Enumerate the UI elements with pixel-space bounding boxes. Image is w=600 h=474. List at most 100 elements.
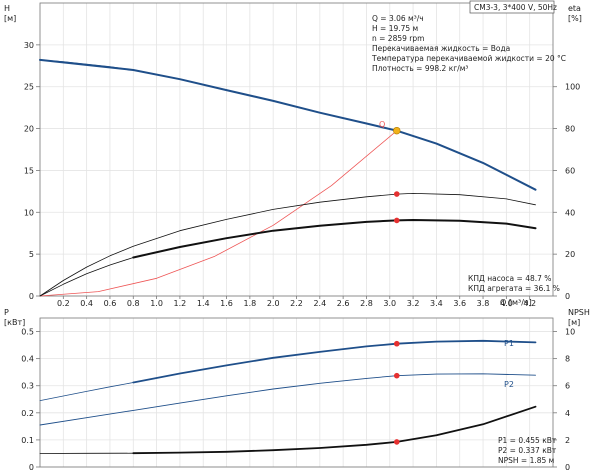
top-y-tick-label: 30 [24,41,34,50]
duty-point-marker [393,126,401,135]
top-y2-tick-label: 100 [565,83,580,92]
x-tick-label: 3.2 [407,299,420,308]
bot-y-tick-label: 0.3 [21,382,34,391]
top-series-line-5 [39,192,536,297]
x-tick-label: 2.0 [267,299,280,308]
x-tick-label: 3.6 [453,299,466,308]
x-tick-label: 2.8 [360,299,373,308]
bot-marker-1 [393,372,400,379]
p1-series-label: P1 [504,339,514,348]
bottom-panel-markers [393,340,400,445]
top-y-axis-label-unit: [м] [4,14,16,23]
bot-y-tick-label: 0 [29,463,34,472]
info-line-density: Плотность = 998.2 кг/м³ [372,64,468,73]
bot-series-line-2 [39,373,536,426]
duty-point-label: Q [379,120,385,129]
bot-y-tick-label: 0.4 [21,355,34,364]
bot-y2-tick-label: 4 [565,409,570,418]
bottom-y2-axis-label-symbol: NPSH [568,308,590,317]
info-line-speed: n = 2859 rpm [372,34,424,43]
top-panel-markers [393,126,401,224]
top-panel-axes: 0 5 10 15 20 25 30 0 20 40 60 80 100 0.2 0.4 0.6 0.8 1.0 1… [24,41,580,308]
info-line-head: H = 19.75 м [372,24,418,33]
x-tick-label: 4.2 [523,299,536,308]
top-y-tick-label: 10 [24,208,34,217]
bot-series-line-0 [132,339,537,384]
top-y2-tick-label: 20 [565,250,575,259]
bottom-y2-axis-label: NPSH [м] [568,308,592,327]
top-y-axis-label-symbol: H [4,4,10,13]
top-series-line-3 [132,219,537,259]
x-tick-label: 2.6 [337,299,350,308]
model-box [469,0,555,14]
top-y2-axis-label-unit: [%] [568,14,582,23]
bot-y2-tick-label: 6 [565,382,570,391]
top-y2-tick-label: 40 [565,208,575,217]
bot-y-tick-label: 0.2 [21,409,34,418]
bottom-y-axis-label-unit: [кВт] [4,318,25,327]
top-series-line-4 [39,257,134,297]
bottom-panel-frame [39,317,554,468]
p2-value-text: P2 = 0.337 кВт [498,446,557,455]
x-tick-label: 3.4 [430,299,443,308]
top-series-line-1 [39,59,134,71]
x-tick-label: 1.2 [174,299,187,308]
bot-y-tick-label: 0.1 [21,436,34,445]
operating-info: Q = 3.06 м³/ч H = 19.75 м n = 2859 rpm П… [371,14,566,73]
top-series-line-2 [39,130,398,297]
x-tick-label: 0.2 [57,299,70,308]
info-line-liquid: Перекачиваемая жидкость = Вода [372,44,510,53]
bot-series-line-3 [132,405,537,455]
x-tick-label: 4.0 [500,299,513,308]
x-tick-label: 0.8 [127,299,140,308]
x-tick-label: 2.4 [313,299,326,308]
top-y2-tick-label: 0 [565,292,570,301]
bottom-y-axis-label-symbol: P [4,308,9,317]
x-tick-label: 1.8 [243,299,256,308]
model-label: CM3-3, 3*400 V, 50Hz [474,3,557,12]
x-tick-label: 3.8 [477,299,490,308]
bot-marker-0 [393,340,400,347]
unit-efficiency-text: КПД агрегата = 36.1 % [468,284,560,293]
bot-y2-tick-label: 0 [565,463,570,472]
npsh-value-text: NPSH = 1.85 м [498,456,554,465]
top-y-tick-label: 5 [29,250,34,259]
bot-y2-tick-label: 2 [565,436,570,445]
bottom-panel-grid [40,318,553,468]
top-y2-tick-label: 60 [565,166,575,175]
bot-marker-2 [393,439,400,445]
bottom-panel-axes: 0 0.1 0.2 0.3 0.4 0.5 0 2 4 6 8 10 [21,328,575,472]
x-tick-label: 0.6 [104,299,117,308]
bottom-panel-series [39,339,537,455]
x-axis-label: Q [м³/ч] [500,298,532,307]
top-y-tick-label: 0 [29,292,34,301]
p2-series-label: P2 [504,380,514,389]
info-line-temperature: Температура перекачиваемой жидкости = 20… [371,54,566,63]
top-y-tick-label: 15 [24,166,34,175]
bot-y2-tick-label: 8 [565,355,570,364]
x-tick-label: 0.4 [80,299,93,308]
top-y2-tick-label: 80 [565,125,575,134]
top-marker-2 [393,217,400,224]
bot-y2-tick-label: 10 [565,328,575,337]
top-y2-axis-label-symbol: eta [568,4,581,13]
bottom-y2-axis-label-unit: [м] [568,318,580,327]
top-panel-series [39,58,537,297]
x-tick-label: 3.0 [383,299,396,308]
top-y-tick-label: 25 [24,83,34,92]
top-y2-axis-label: eta [%] [568,4,584,23]
top-marker-1 [393,191,400,197]
pump-efficiency-text: КПД насоса = 48.7 % [468,274,551,283]
bot-y-tick-label: 0.5 [21,328,34,337]
x-tick-label: 1.4 [197,299,210,308]
bot-series-line-1 [39,382,134,402]
top-y-axis-label: H [м] [4,4,16,23]
x-tick-label: 1.0 [150,299,163,308]
bottom-y-axis-label: P [кВт] [4,308,25,327]
p1-value-text: P1 = 0.455 кВт [498,436,557,445]
info-line-flow: Q = 3.06 м³/ч [372,14,424,23]
x-tick-label: 2.2 [290,299,303,308]
x-tick-label: 1.6 [220,299,233,308]
top-y-tick-label: 20 [24,125,34,134]
